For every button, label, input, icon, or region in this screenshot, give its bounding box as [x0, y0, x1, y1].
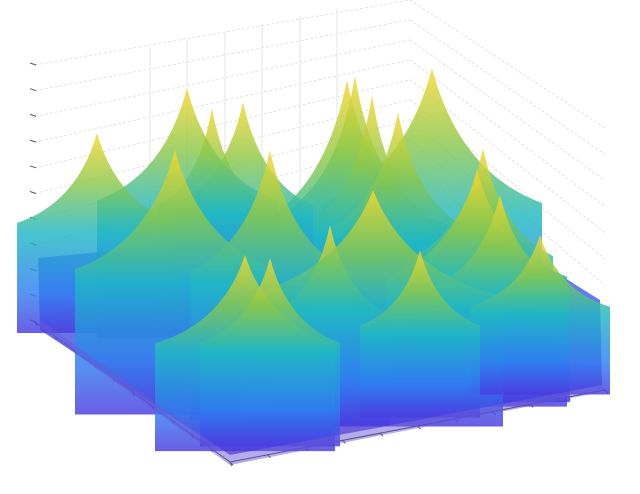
z-tick	[29, 165, 37, 169]
surface-mesh	[17, 68, 610, 465]
z-gridline-back	[34, 39, 411, 117]
z-gridline-right	[409, 139, 606, 312]
z-gridline-right	[409, 0, 606, 129]
z-gridline-back	[34, 59, 411, 143]
z-tick	[29, 113, 37, 117]
z-gridline-back	[34, 0, 411, 66]
z-gridline-right	[409, 59, 606, 207]
surface-peak	[360, 250, 480, 418]
z-gridline-back	[34, 19, 411, 92]
surface-peak	[470, 235, 610, 395]
z-tick	[29, 62, 37, 66]
surface-peak	[200, 258, 340, 447]
z-tick	[29, 88, 37, 92]
z-tick	[29, 191, 37, 194]
z-gridline-right	[409, 19, 606, 155]
z-tick	[29, 139, 37, 143]
z-gridline-right	[409, 39, 606, 181]
surface-skirt	[40, 320, 602, 465]
